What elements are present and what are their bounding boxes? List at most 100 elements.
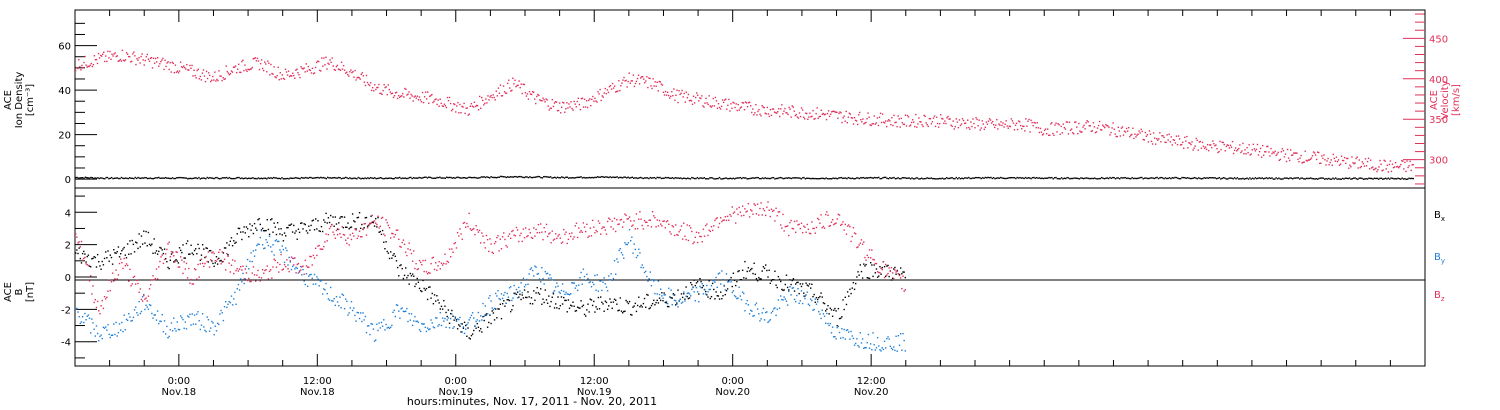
bx-point — [808, 283, 811, 285]
bz-point — [844, 223, 847, 226]
bx-point — [256, 229, 258, 231]
by-point — [609, 279, 611, 281]
by-point — [228, 300, 230, 303]
bx-point — [303, 223, 305, 225]
density-point — [1318, 177, 1320, 180]
velocity-point — [404, 87, 406, 90]
by-point — [815, 303, 818, 305]
velocity-point — [670, 95, 672, 98]
velocity-point — [772, 108, 775, 110]
legend-bx: Bx — [1434, 210, 1445, 223]
density-point — [165, 176, 167, 179]
velocity-point — [221, 79, 223, 82]
by-point — [474, 325, 476, 328]
density-point — [660, 177, 663, 180]
velocity-point — [1288, 159, 1291, 162]
bx-point — [270, 219, 272, 221]
velocity-point — [421, 91, 424, 94]
bz-point — [466, 222, 468, 225]
density-point — [1042, 177, 1045, 180]
bx-point — [603, 310, 605, 312]
velocity-point — [806, 112, 808, 115]
bx-point — [850, 292, 852, 295]
density-point — [1383, 178, 1385, 180]
velocity-point — [956, 121, 959, 123]
by-point — [848, 331, 850, 333]
density-point — [954, 177, 956, 180]
density-point — [745, 177, 747, 179]
bx-point — [199, 259, 202, 261]
density-point — [837, 177, 840, 179]
bx-point — [825, 310, 827, 312]
velocity-point — [1051, 122, 1053, 124]
density-point — [1058, 177, 1060, 180]
bz-point — [477, 231, 480, 233]
velocity-point — [730, 103, 732, 105]
velocity-point — [269, 74, 271, 76]
bz-point — [797, 224, 799, 226]
by-point — [703, 289, 706, 291]
bz-point — [468, 212, 470, 215]
bx-point — [384, 248, 386, 250]
by-point — [641, 264, 643, 266]
density-point — [1293, 177, 1295, 179]
bx-point — [725, 289, 728, 292]
bz-point — [834, 223, 836, 225]
bx-point — [901, 272, 903, 275]
velocity-point — [191, 64, 193, 67]
bx-point — [526, 296, 528, 299]
bz-point — [530, 236, 533, 239]
velocity-point — [1375, 167, 1377, 169]
velocity-point — [878, 116, 881, 118]
by-point — [576, 289, 579, 292]
bx-point — [281, 234, 283, 236]
velocity-point — [1177, 135, 1180, 137]
velocity-point — [156, 61, 158, 63]
velocity-point — [161, 59, 163, 61]
bz-point — [786, 225, 789, 227]
velocity-point — [109, 50, 111, 53]
density-point — [842, 177, 844, 180]
velocity-point — [1345, 162, 1347, 165]
bx-point — [556, 307, 558, 309]
bz-point — [646, 221, 648, 224]
velocity-point — [349, 71, 351, 73]
bx-point — [429, 286, 431, 288]
density-point — [563, 177, 566, 179]
velocity-point — [122, 59, 125, 62]
by-point — [864, 346, 866, 349]
bx-point — [683, 293, 685, 295]
density-point — [188, 177, 190, 180]
bz-point — [806, 223, 808, 226]
density-point — [214, 177, 217, 179]
bz-point — [138, 291, 140, 294]
bx-point — [253, 222, 256, 225]
bz-point — [333, 233, 335, 236]
density-point — [509, 176, 512, 178]
bz-point — [136, 279, 138, 282]
bx-point — [424, 289, 427, 291]
by-point — [671, 303, 673, 306]
bz-point — [801, 232, 804, 234]
bx-point — [435, 300, 437, 302]
bz-point — [600, 233, 602, 235]
density-point — [1343, 178, 1345, 180]
bz-point — [111, 272, 114, 274]
bz-point — [335, 229, 338, 232]
density-point — [569, 177, 571, 179]
velocity-point — [1366, 160, 1369, 163]
velocity-point — [927, 125, 929, 128]
bz-point — [362, 228, 364, 231]
density-point — [468, 176, 470, 179]
by-point — [680, 302, 683, 304]
velocity-point — [406, 94, 408, 96]
velocity-point — [487, 95, 489, 97]
density-point — [577, 176, 580, 179]
velocity-point — [1193, 147, 1195, 149]
bx-point — [621, 312, 624, 314]
density-point — [724, 177, 726, 179]
by-point — [825, 322, 827, 324]
velocity-point — [132, 53, 134, 55]
density-point — [166, 177, 168, 179]
bz-point — [177, 266, 180, 268]
